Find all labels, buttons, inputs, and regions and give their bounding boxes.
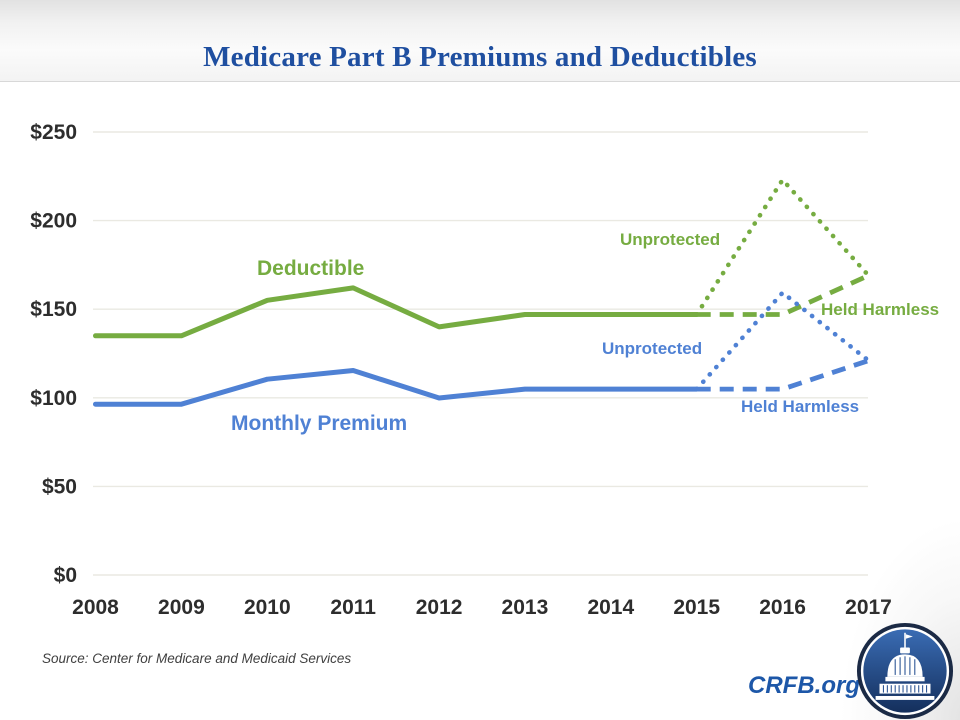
held-harmless-premium-label: Held Harmless bbox=[741, 397, 860, 416]
series-deductible-actual bbox=[93, 285, 700, 339]
y-tick-label: $100 bbox=[30, 387, 77, 410]
series-layer bbox=[93, 176, 871, 407]
y-tick-label: $0 bbox=[54, 564, 77, 587]
capitol-dome-icon bbox=[856, 622, 954, 720]
x-tick-label: 2009 bbox=[158, 596, 205, 619]
x-tick-label: 2014 bbox=[587, 596, 634, 619]
page-title: Medicare Part B Premiums and Deductibles bbox=[203, 41, 757, 73]
x-tick-label: 2011 bbox=[330, 596, 376, 619]
deductible-series-label: Deductible bbox=[257, 257, 365, 280]
y-tick-label: $150 bbox=[30, 298, 77, 321]
unprotected-deductible-label: Unprotected bbox=[620, 230, 721, 249]
x-tick-label: 2015 bbox=[673, 596, 720, 619]
y-tick-label: $200 bbox=[30, 210, 77, 233]
held-harmless-deductible-label: Held Harmless bbox=[821, 300, 940, 319]
x-tick-label: 2017 bbox=[845, 596, 892, 619]
series-monthly-premium-unprotected-projected bbox=[694, 289, 871, 392]
x-tick-label: 2008 bbox=[72, 596, 119, 619]
unprotected-premium-label: Unprotected bbox=[602, 339, 703, 358]
slide-header: Medicare Part B Premiums and Deductibles bbox=[0, 0, 960, 82]
series-deductible-held-harmless-projected bbox=[696, 273, 870, 317]
brand-url: CRFB.org bbox=[748, 672, 860, 699]
monthly-premium-series-label: Monthly Premium bbox=[231, 412, 408, 435]
x-tick-label: 2012 bbox=[416, 596, 463, 619]
x-tick-label: 2013 bbox=[502, 596, 549, 619]
crfb-logo bbox=[856, 622, 954, 720]
x-axis-labels: 2008 2009 2010 2011 2012 2013 2014 2015 2016 2017 bbox=[72, 596, 892, 619]
source-note: Source: Center for Medicare and Medicaid… bbox=[42, 651, 352, 666]
y-axis-labels: $0 $50 $100 $150 $200 $250 bbox=[30, 121, 77, 587]
y-tick-label: $250 bbox=[30, 121, 77, 144]
series-deductible-unprotected-projected bbox=[694, 176, 871, 317]
series-monthly-premium-held-harmless-projected bbox=[696, 358, 870, 392]
x-tick-label: 2010 bbox=[244, 596, 291, 619]
x-tick-label: 2016 bbox=[759, 596, 806, 619]
y-tick-label: $50 bbox=[42, 475, 77, 498]
grid-layer bbox=[93, 131, 868, 576]
series-monthly-premium-actual bbox=[93, 368, 700, 407]
